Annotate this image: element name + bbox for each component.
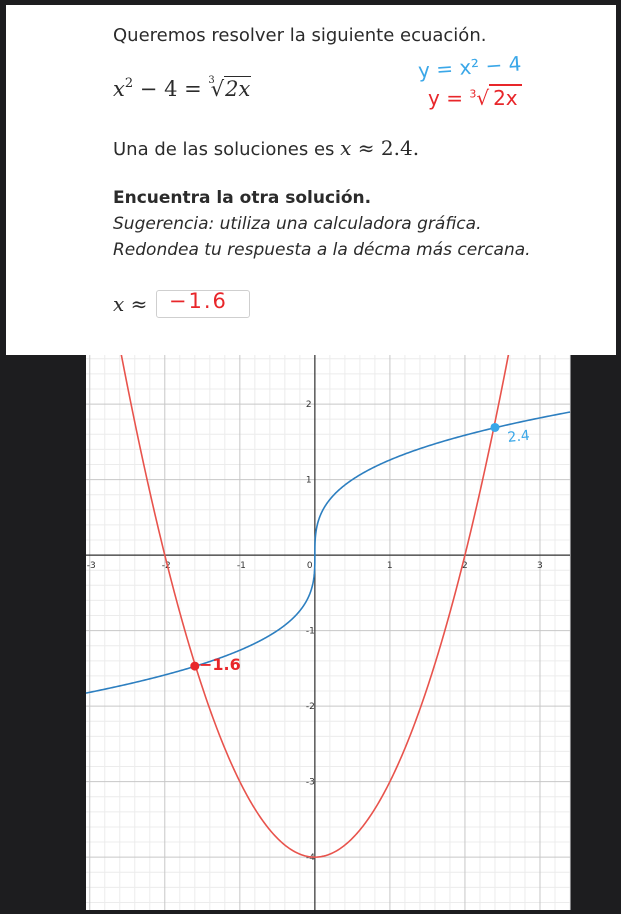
problem-card: Queremos resolver la siguiente ecuación.… (6, 5, 616, 355)
x-tick-label: -1 (237, 561, 246, 571)
given-var: x (340, 136, 351, 160)
y-tick-label: -4 (306, 853, 315, 863)
given-solution: Una de las soluciones es x ≈ 2.4. (113, 136, 419, 160)
answer-input[interactable]: −1.6 (156, 290, 250, 318)
equation: x2 − 4 = 3√2x (113, 75, 251, 101)
answer-value: −1.6 (169, 289, 228, 313)
handwritten-equation-cuberoot: y = 3√ 2x (428, 86, 522, 110)
hw-radical-icon: √ (476, 86, 489, 110)
graph[interactable]: -3 -2 -1 0 1 2 321-1-2-3-4 2.4 −1.6 (0, 355, 621, 914)
y-tick-label: -3 (306, 778, 315, 788)
hint-text: Sugerencia: utiliza una calculadora gráf… (113, 214, 481, 234)
handwritten-label-left: −1.6 (199, 655, 241, 674)
intersection-point-left (190, 662, 199, 671)
radical-sign-icon: √ (211, 77, 224, 101)
y-tick-label: -1 (306, 627, 315, 637)
answer-label: x ≈ (113, 292, 147, 316)
task-heading: Encuentra la otra solución. (113, 188, 371, 208)
x-tick-label: -3 (87, 561, 96, 571)
handwritten-label-right: 2.4 (507, 428, 531, 446)
y-tick-label: 2 (306, 400, 312, 410)
radicand: 2x (224, 76, 251, 101)
hw-eq2-radicand: 2x (489, 84, 522, 110)
y-tick-label: -2 (306, 702, 315, 712)
intersection-point-right (490, 423, 499, 432)
equation-exponent: 2 (125, 76, 133, 91)
x-tick-label: 3 (537, 561, 543, 571)
equation-base: x (113, 77, 125, 101)
given-prefix: Una de las soluciones es (113, 139, 340, 160)
rounding-text: Redondea tu respuesta a la décma más cer… (113, 240, 531, 260)
handwritten-equation-parabola: y = x² − 4 (417, 51, 522, 82)
problem-intro: Queremos resolver la siguiente ecuación. (113, 25, 486, 46)
hw-eq2-prefix: y = (428, 86, 469, 110)
x-tick-label: 0 (307, 561, 313, 571)
answer-row: x ≈ −1.6 (113, 290, 250, 318)
x-tick-label: 1 (387, 561, 393, 571)
given-approx: ≈ 2.4. (351, 136, 419, 160)
equation-middle: − 4 = (133, 77, 208, 101)
y-tick-label: 1 (306, 476, 312, 486)
